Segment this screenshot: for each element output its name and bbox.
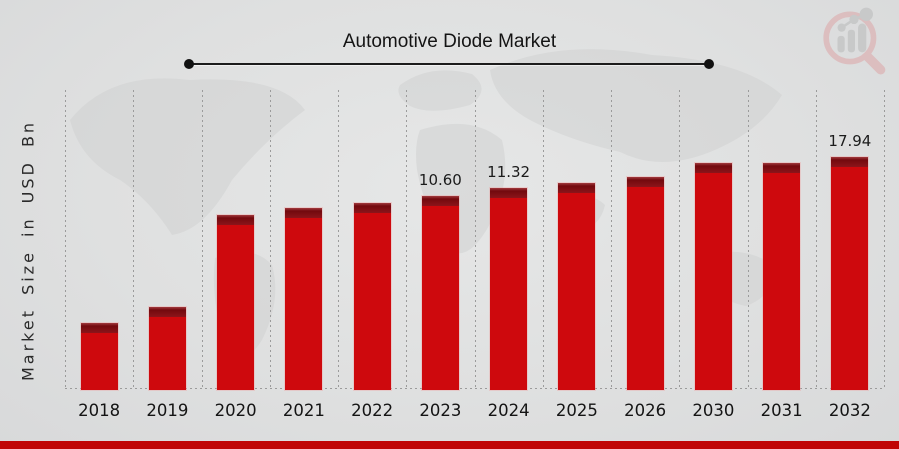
gridline-vertical xyxy=(815,90,817,390)
rule-endpoint-dot-right xyxy=(704,59,714,69)
x-tick-label-2031: 2031 xyxy=(760,401,803,420)
bar-cap-2024 xyxy=(490,188,528,198)
x-tick-label-2023: 2023 xyxy=(419,401,462,420)
bar-cap-2031 xyxy=(763,163,801,173)
x-tick-label-2022: 2022 xyxy=(351,401,394,420)
gridline-vertical xyxy=(406,90,408,390)
x-tick-label-2025: 2025 xyxy=(555,401,598,420)
gridline-vertical xyxy=(884,90,885,390)
data-label-2023: 10.60 xyxy=(418,171,462,189)
bar-2030 xyxy=(694,163,732,390)
bar-2023 xyxy=(421,196,459,390)
gridline-vertical xyxy=(269,90,271,390)
title-underline-rule xyxy=(184,59,714,69)
x-tick-label-2019: 2019 xyxy=(146,401,189,420)
x-tick-label-2024: 2024 xyxy=(487,401,530,420)
x-tick-label-2018: 2018 xyxy=(78,401,121,420)
bar-2024 xyxy=(490,188,528,390)
bar-cap-2020 xyxy=(217,215,255,225)
gridline-vertical xyxy=(474,90,476,390)
x-tick-label-2032: 2032 xyxy=(828,401,871,420)
gridline-vertical xyxy=(542,90,544,390)
bar-cap-2030 xyxy=(694,163,732,173)
bar-2025 xyxy=(558,183,596,390)
axis-baseline xyxy=(65,388,884,389)
bar-cap-2032 xyxy=(831,157,869,167)
bar-2026 xyxy=(626,177,664,390)
gridline-vertical xyxy=(133,90,135,390)
rule-endpoint-dot-left xyxy=(184,59,194,69)
gridline-vertical xyxy=(338,90,339,390)
bar-cap-2025 xyxy=(558,183,596,193)
bar-2020 xyxy=(217,215,255,390)
magnifier-growth-chart-logo xyxy=(823,7,886,75)
bar-2022 xyxy=(353,203,391,390)
data-label-2024: 11.32 xyxy=(487,163,531,181)
x-tick-label-2021: 2021 xyxy=(282,401,325,420)
bar-cap-2018 xyxy=(80,323,118,333)
x-tick-label-2030: 2030 xyxy=(692,401,735,420)
gridline-vertical xyxy=(65,90,66,390)
footer-accent-bar xyxy=(0,441,899,449)
bar-2018 xyxy=(80,323,118,390)
bar-2032 xyxy=(831,157,869,390)
gridline-vertical xyxy=(679,90,681,390)
gridline-vertical xyxy=(201,90,203,390)
bar-2019 xyxy=(148,307,186,390)
bar-cap-2026 xyxy=(626,177,664,187)
bar-cap-2019 xyxy=(148,307,186,317)
gridline-vertical xyxy=(611,90,612,390)
bar-cap-2021 xyxy=(285,208,323,218)
x-tick-label-2026: 2026 xyxy=(624,401,667,420)
data-label-2032: 17.94 xyxy=(828,132,872,150)
bar-2021 xyxy=(285,208,323,390)
bar-cap-2022 xyxy=(353,203,391,213)
chart-title: Automotive Diode Market xyxy=(342,31,557,52)
bar-2031 xyxy=(763,163,801,390)
bar-cap-2023 xyxy=(421,196,459,206)
gridline-vertical xyxy=(747,90,749,390)
x-tick-label-2020: 2020 xyxy=(214,401,257,420)
